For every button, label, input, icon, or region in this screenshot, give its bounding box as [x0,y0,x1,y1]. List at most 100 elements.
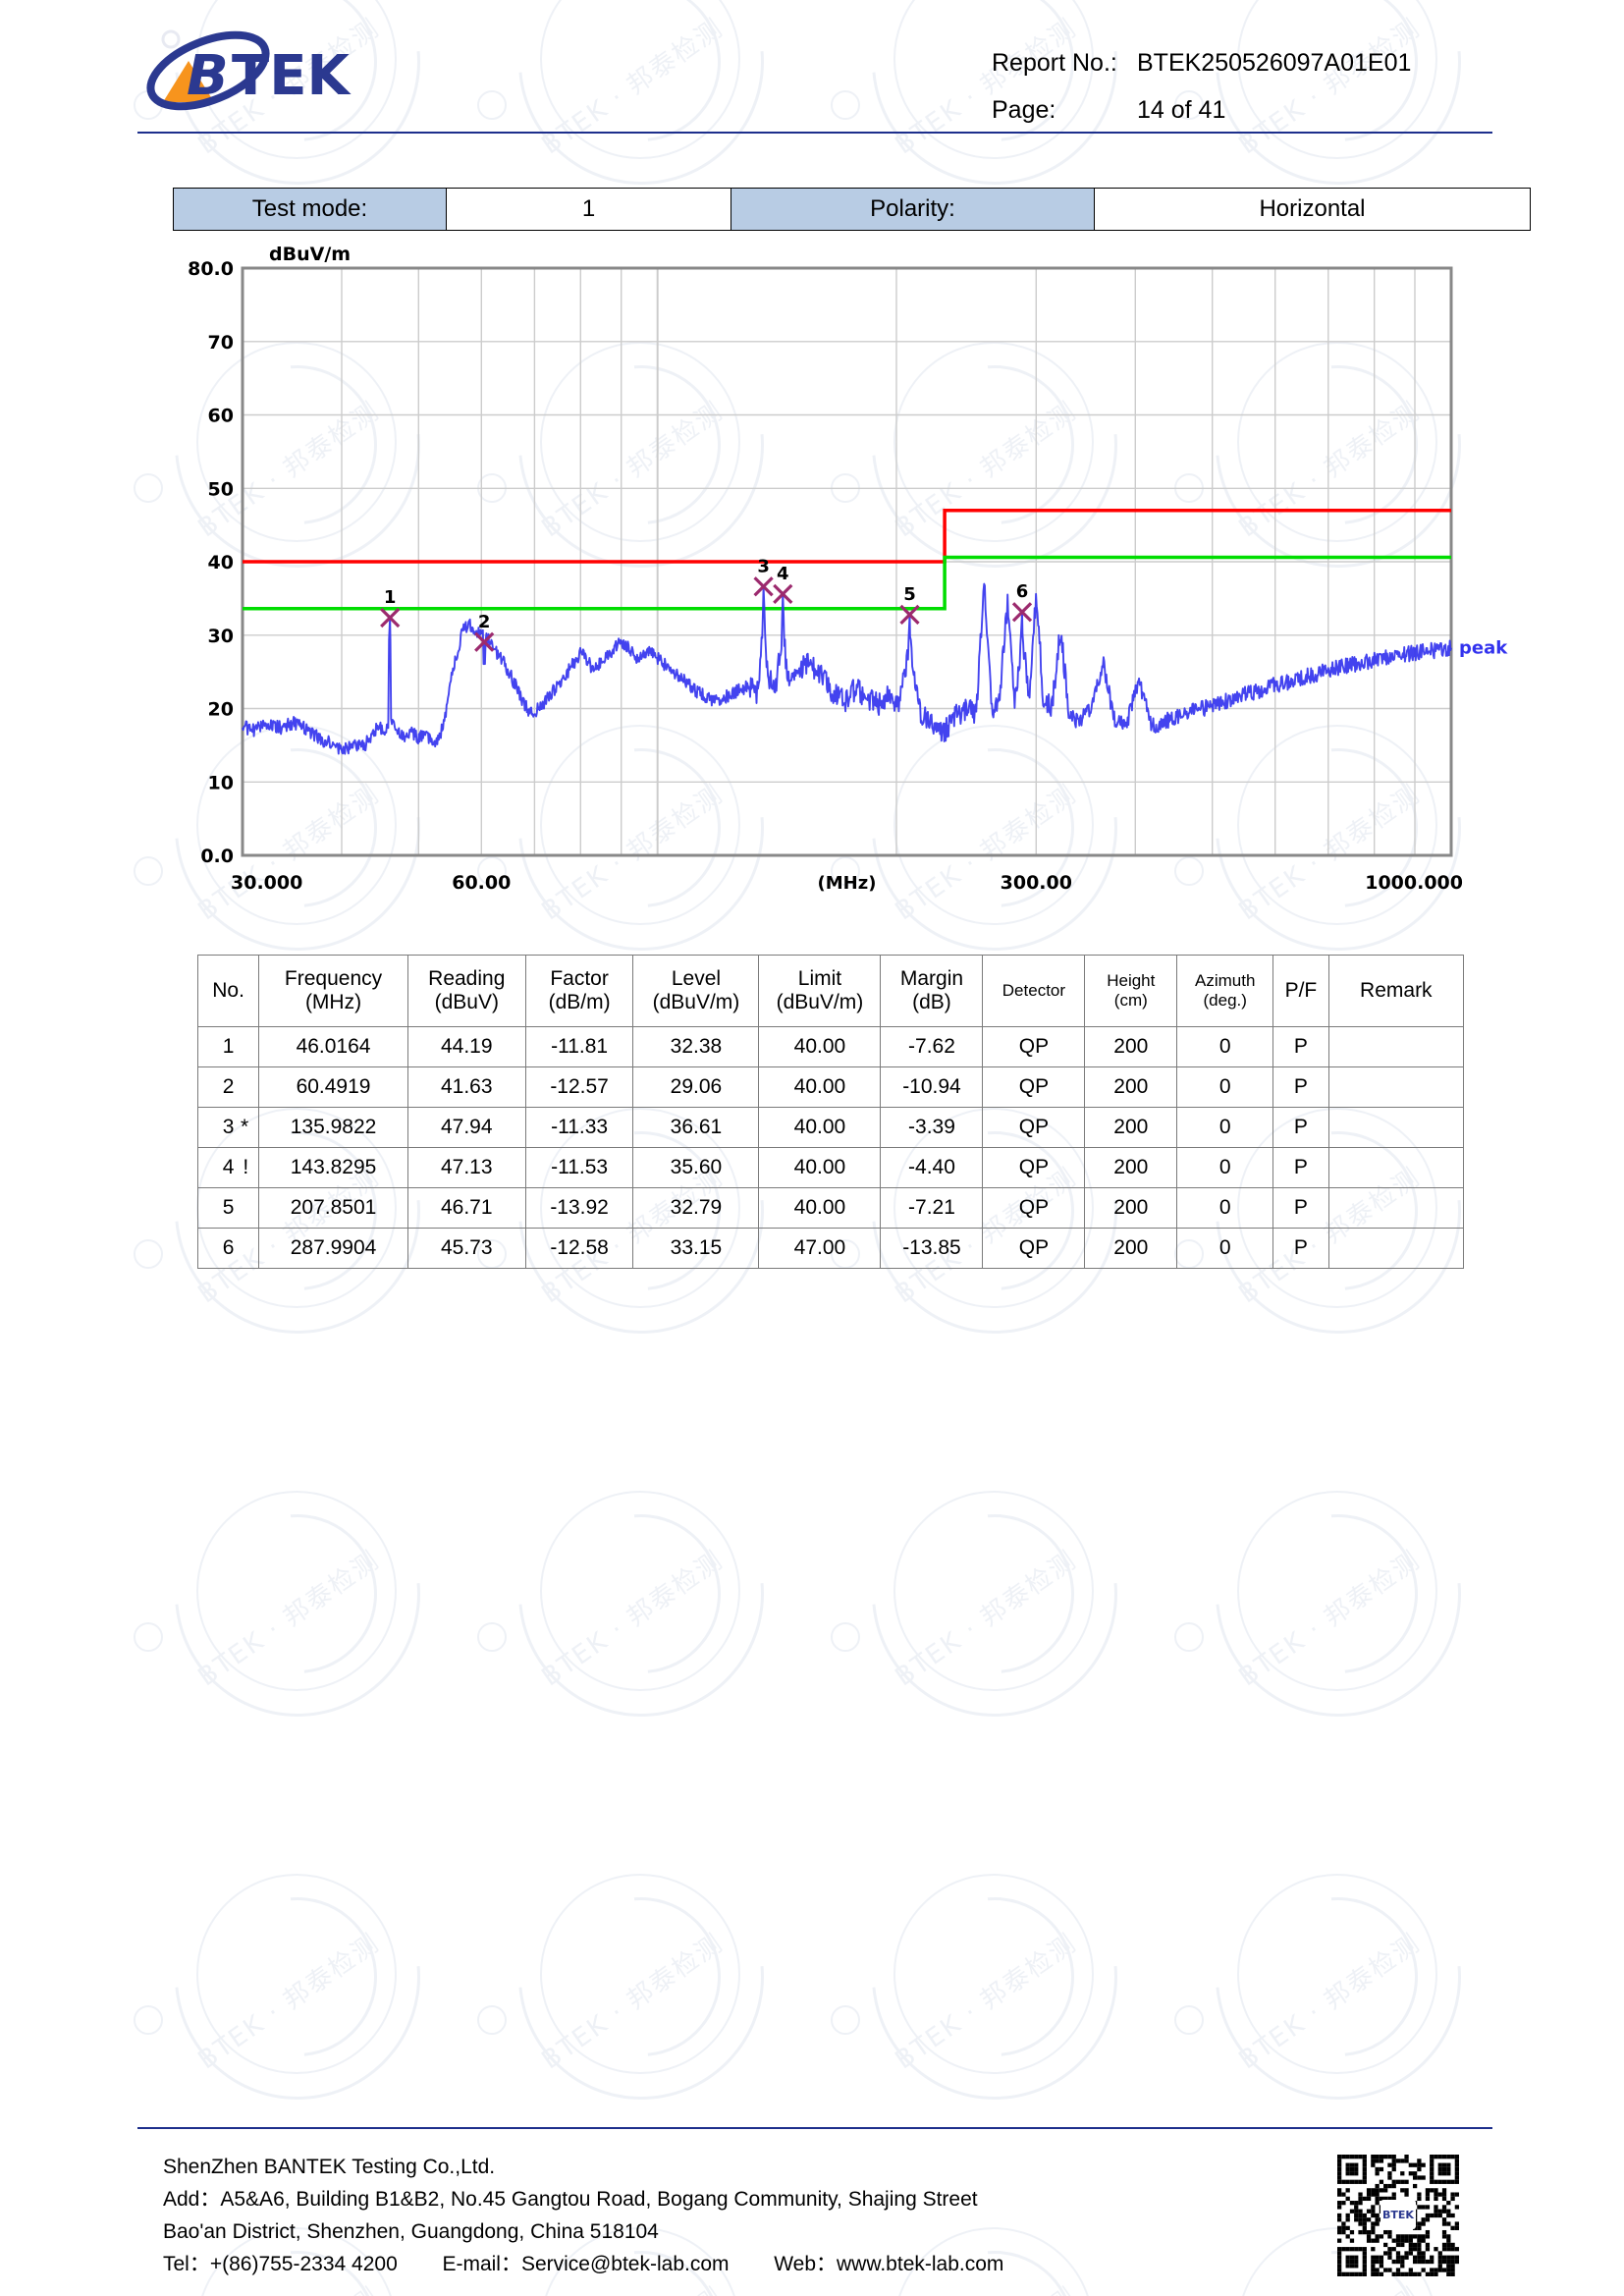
qr-module [1425,2247,1431,2252]
qr-module [1441,2155,1447,2159]
qr-module [1454,2225,1459,2230]
column-header-line2: (deg.) [1203,991,1247,1010]
qr-module [1430,2155,1435,2159]
qr-module [1354,2171,1359,2176]
marker-number-label: 2 [478,612,491,632]
qr-module [1430,2179,1435,2184]
qr-module [1446,2271,1451,2276]
qr-module [1345,2166,1350,2172]
qr-module [1441,2209,1447,2214]
cell-height: 200 [1084,1187,1178,1229]
qr-module [1408,2162,1413,2167]
column-header-line1: Factor [550,966,609,990]
qr-module [1434,2268,1438,2272]
qr-module [1371,2221,1376,2226]
cell-height: 200 [1084,1066,1178,1108]
cell-level: 36.61 [632,1107,760,1148]
cell-azimuth: 0 [1176,1107,1274,1148]
cell-height: 200 [1084,1228,1178,1269]
qr-module [1387,2155,1392,2159]
cell-frequency: 287.9904 [258,1228,408,1269]
qr-module [1417,2234,1422,2239]
cell-margin: -7.62 [880,1026,984,1067]
qr-module [1354,2166,1359,2172]
qr-module [1425,2259,1431,2265]
cell-limit: 40.00 [758,1066,882,1108]
qr-module [1454,2162,1459,2167]
column-header-azimuth: Azimuth (deg.) [1176,955,1274,1027]
qr-module [1337,2259,1342,2265]
qr-module [1417,2162,1422,2167]
qr-module [1349,2209,1355,2214]
cell-reading: 41.63 [406,1066,526,1108]
page-footer: ShenZhen BANTEK Testing Co.,Ltd. Add：A5&… [0,2127,1624,2296]
cell-azimuth: 0 [1176,1228,1274,1269]
qr-module [1446,2166,1451,2172]
cell-no: 5 [196,1187,260,1229]
qr-module [1454,2255,1459,2260]
cell-factor: -13.92 [524,1187,634,1229]
qr-module [1358,2217,1363,2222]
cell-pf: P [1272,1228,1329,1269]
qr-module [1358,2247,1363,2252]
qr-module [1375,2255,1380,2260]
qr-module [1421,2234,1426,2239]
qr-module [1441,2179,1447,2184]
emission-plot-svg: dBuV/m 0.0 10 20 30 40 50 60 70 80.0 30.000 60.00 30… [188,244,1508,894]
qr-module [1446,2247,1451,2252]
qr-module [1446,2264,1451,2269]
qr-module [1337,2271,1342,2276]
qr-module [1434,2247,1438,2252]
qr-module [1345,2213,1350,2218]
qr-module [1434,2205,1438,2210]
qr-module [1387,2171,1392,2176]
qr-module [1371,2225,1376,2230]
qr-module [1362,2259,1367,2265]
qr-module [1417,2242,1422,2248]
qr-module [1450,2213,1455,2218]
qr-module [1400,2242,1405,2248]
qr-module [1430,2175,1435,2180]
qr-module [1375,2271,1380,2276]
qr-module [1404,2179,1409,2184]
marker-cross [380,607,401,629]
qr-module [1430,2159,1435,2163]
cell-margin: -4.40 [880,1147,984,1188]
cell-remark [1327,1026,1465,1067]
qr-module [1395,2234,1401,2239]
y-axis-tick-label: 70 [208,332,234,354]
qr-module [1387,2255,1392,2260]
row-flag: * [241,1116,249,1138]
qr-module [1349,2201,1355,2206]
qr-module [1349,2247,1355,2252]
cell-level: 32.79 [632,1187,760,1229]
qr-module [1417,2255,1422,2260]
qr-module [1395,2251,1401,2256]
cell-no: 4! [196,1147,260,1188]
qr-module [1421,2221,1426,2226]
cell-height: 200 [1084,1107,1178,1148]
qr-code[interactable]: BTEK [1337,2155,1459,2276]
qr-module [1408,2234,1413,2239]
qr-module [1395,2242,1401,2248]
y-axis-tick-label: 10 [208,772,234,793]
column-header-line1: Height [1107,971,1156,991]
qr-module [1362,2268,1367,2272]
qr-logo-plate [1380,2200,1416,2229]
qr-module [1412,2234,1418,2239]
qr-module [1337,2238,1342,2243]
qr-module [1337,2255,1342,2260]
cell-limit: 40.00 [758,1187,882,1229]
qr-module [1362,2213,1367,2218]
trace-name-label: peak [1459,638,1508,659]
table-row: 6 287.9904 45.73 -12.58 33.15 47.00 -13.85 QP 20… [196,1228,1465,1269]
cell-limit: 40.00 [758,1147,882,1188]
cell-frequency: 207.8501 [258,1187,408,1229]
qr-module [1349,2162,1355,2167]
qr-module [1425,2229,1431,2235]
qr-module [1400,2238,1405,2243]
qr-module [1383,2155,1388,2159]
qr-module [1387,2196,1392,2202]
qr-module [1391,2179,1396,2184]
qr-module [1417,2166,1422,2172]
